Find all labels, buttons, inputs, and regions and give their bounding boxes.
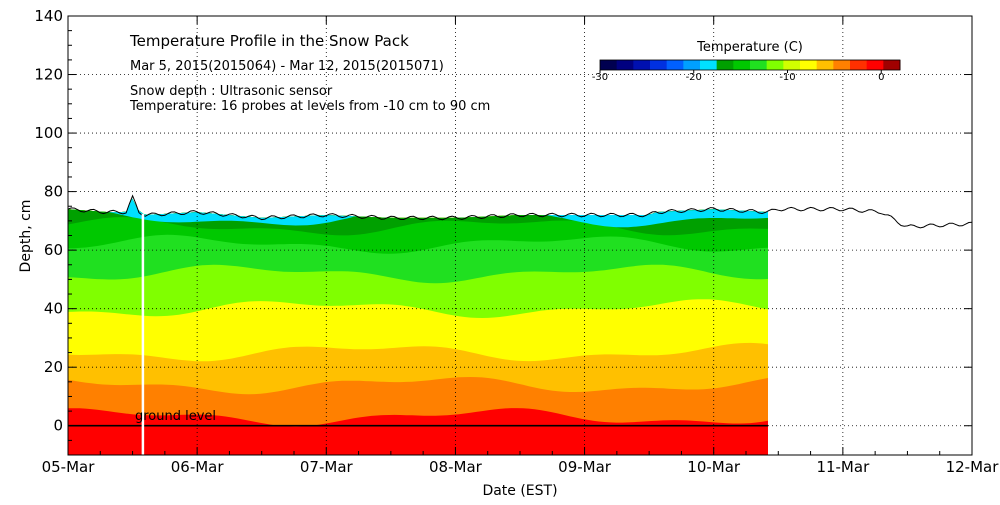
x-tick-label: 08-Mar (429, 458, 483, 476)
axes: 05-Mar 06-Mar 07-Mar 08-Mar 09-Mar 10-Mar 11-M… (34, 7, 999, 476)
chart-title: Temperature Profile in the Snow Pack (129, 32, 409, 50)
temperature-band-7 (68, 198, 768, 236)
colorbar-swatch (883, 60, 901, 70)
note-snow-depth-sensor: Snow depth : Ultrasonic sensor (130, 84, 333, 99)
chart-subtitle: Mar 5, 2015(2015064) - Mar 12, 2015(2015… (130, 59, 444, 74)
colorbar-tick-label: -20 (686, 72, 702, 83)
colorbar-swatch (600, 60, 618, 70)
colorbar-swatch (750, 60, 768, 70)
x-tick-label: 10-Mar (687, 458, 741, 476)
y-tick-label: 120 (34, 66, 63, 84)
colorbar-swatch (666, 60, 684, 70)
colorbar-swatch (833, 60, 851, 70)
colorbar-swatch (866, 60, 884, 70)
x-tick-label: 07-Mar (300, 458, 354, 476)
colorbar-swatch (616, 60, 634, 70)
y-tick-label: 80 (44, 183, 63, 201)
colorbar-tick-label: 0 (878, 72, 884, 83)
y-tick-label: 140 (34, 7, 63, 25)
y-tick-label: 60 (44, 241, 63, 259)
colorbar-tick-label: -10 (779, 72, 795, 83)
temperature-band-8 (68, 198, 768, 228)
x-tick-label: 11-Mar (816, 458, 870, 476)
snow-depth-line (67, 194, 973, 229)
y-tick-label: 20 (44, 358, 63, 376)
x-tick-label: 06-Mar (171, 458, 225, 476)
x-axis-title: Date (EST) (482, 483, 557, 499)
y-tick-label: 40 (44, 300, 63, 318)
y-axis-title: Depth, cm (18, 200, 34, 273)
ground-level-label: ground level (135, 409, 216, 424)
colorbar-swatch (816, 60, 834, 70)
x-tick-label: 05-Mar (42, 458, 96, 476)
temperature-bands (68, 198, 768, 455)
colorbar-swatch (716, 60, 734, 70)
colorbar-swatch (800, 60, 818, 70)
colorbar-tick-label: -30 (592, 72, 608, 83)
colorbar-frame (599, 59, 901, 71)
colorbar: -30 -20 -10 0 (592, 59, 901, 83)
colorbar-swatch (683, 60, 701, 70)
x-tick-label: 09-Mar (558, 458, 612, 476)
colorbar-swatch (633, 60, 651, 70)
overlays (67, 194, 973, 455)
colorbar-swatch (733, 60, 751, 70)
colorbar-swatch (650, 60, 668, 70)
colorbar-swatch (700, 60, 718, 70)
colorbar-swatch (850, 60, 868, 70)
temperature-band-6 (68, 198, 768, 254)
x-tick-label: 12-Mar (946, 458, 1000, 476)
note-temperature-probes: Temperature: 16 probes at levels from -1… (129, 99, 490, 114)
colorbar-title: Temperature (C) (696, 40, 803, 55)
y-tick-label: 0 (53, 417, 63, 435)
colorbar-swatch (766, 60, 784, 70)
y-tick-label: 100 (34, 124, 63, 142)
colorbar-swatch (783, 60, 801, 70)
